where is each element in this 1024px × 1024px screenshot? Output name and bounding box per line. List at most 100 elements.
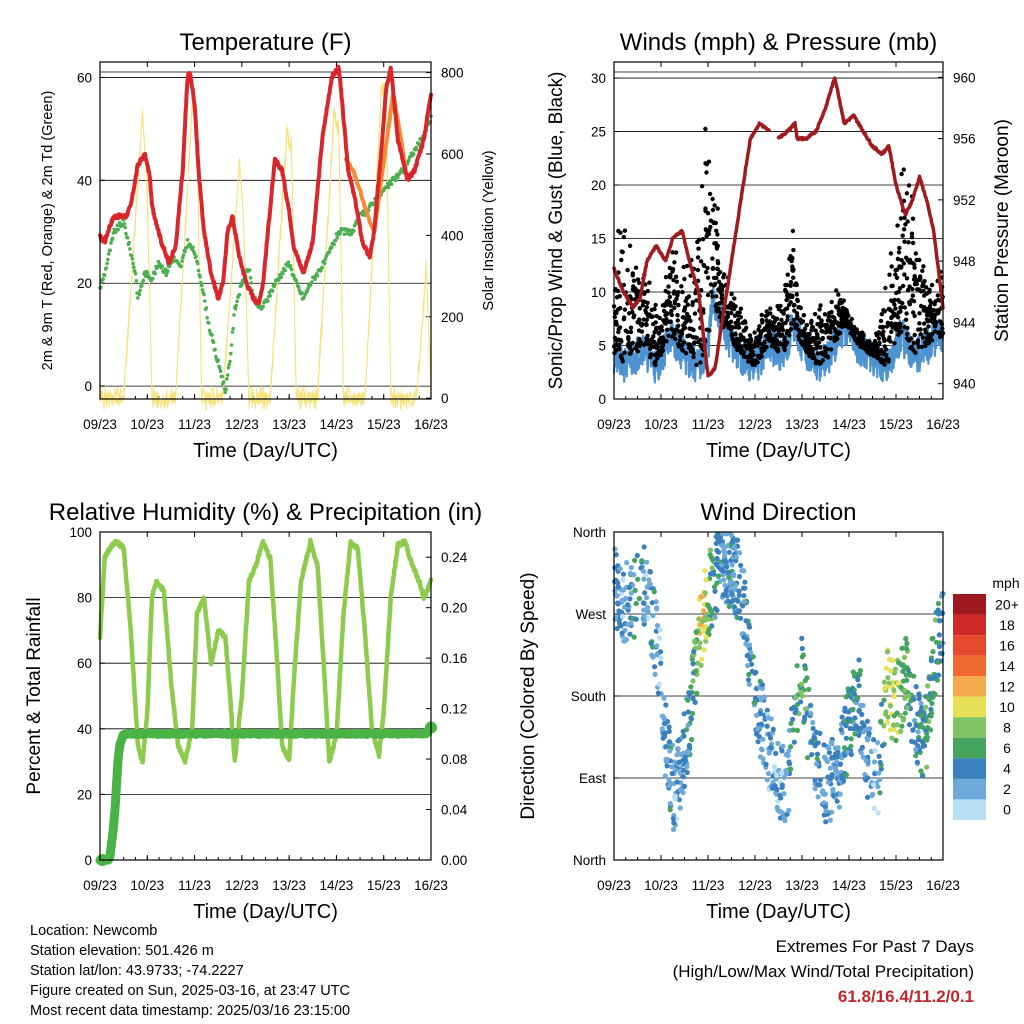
gust-point	[771, 320, 777, 325]
gust-point	[916, 327, 921, 332]
gust-point	[779, 342, 784, 347]
direction-point	[640, 568, 647, 574]
direction-point	[672, 793, 679, 800]
direction-point	[709, 623, 715, 629]
direction-point	[645, 604, 651, 610]
gust-point	[907, 260, 912, 265]
gust-point	[799, 340, 804, 345]
gust-point	[767, 334, 773, 339]
y-tick-label: South	[571, 689, 606, 704]
direction-point	[702, 617, 708, 623]
y-tick-label: 60	[77, 656, 92, 671]
dewpoint-series-point	[127, 240, 131, 245]
x-tick-label: 15/23	[879, 417, 913, 432]
dewpoint-series-point	[153, 271, 157, 276]
gust-point	[794, 322, 799, 327]
gust-point	[621, 234, 626, 240]
gust-point	[892, 297, 897, 303]
gust-point	[715, 266, 720, 272]
direction-point	[693, 629, 699, 635]
dewpoint-series-point	[108, 248, 112, 252]
direction-point	[746, 624, 753, 630]
gust-point	[856, 336, 861, 342]
dewpoint-series-point	[183, 249, 187, 254]
gust-point	[685, 302, 690, 307]
direction-point	[663, 744, 669, 750]
direction-point	[755, 726, 761, 732]
direction-point	[934, 677, 941, 683]
colorbar-label: 10	[999, 699, 1015, 715]
colorbar-label: 20+	[995, 596, 1019, 612]
direction-point	[711, 584, 718, 590]
direction-point	[906, 722, 913, 728]
direction-point	[625, 621, 631, 627]
direction-point	[703, 634, 709, 640]
dewpoint-series-point	[198, 275, 202, 279]
dewpoint-series-point	[411, 152, 416, 156]
direction-point	[682, 754, 688, 760]
gust-point	[817, 307, 822, 312]
gust-point	[896, 250, 902, 255]
dewpoint-series-point	[124, 231, 128, 236]
gust-point	[715, 206, 720, 211]
gust-point	[932, 312, 938, 317]
direction-point	[759, 682, 766, 688]
direction-point	[799, 693, 805, 699]
direction-point	[765, 770, 772, 777]
gust-point	[661, 308, 667, 314]
temperature-panel: Temperature (F) Time (Day/UTC) 2m & 9m T (…	[40, 29, 497, 462]
direction-point	[778, 770, 784, 776]
direction-point	[727, 580, 733, 586]
gust-point	[673, 274, 679, 279]
direction-point	[619, 630, 625, 636]
direction-point	[935, 600, 942, 607]
direction-point	[896, 660, 902, 666]
direction-point	[877, 777, 883, 783]
x-tick-label: 16/23	[414, 878, 448, 893]
gust-point	[787, 256, 792, 261]
gust-point	[690, 347, 695, 353]
gust-point	[630, 309, 635, 315]
gust-point	[733, 332, 738, 337]
gust-point	[920, 335, 926, 340]
direction-point	[771, 764, 778, 770]
direction-point	[729, 538, 736, 545]
direction-point	[702, 590, 708, 596]
direction-point	[757, 710, 764, 716]
direction-point	[791, 739, 797, 745]
direction-point	[646, 582, 652, 588]
direction-point	[741, 593, 747, 599]
direction-point	[734, 537, 741, 543]
direction-point	[742, 579, 748, 585]
direction-point	[875, 810, 881, 816]
gust-point	[746, 359, 751, 364]
x-tick-label: 16/23	[926, 878, 960, 893]
direction-point	[899, 645, 905, 651]
gust-point	[708, 224, 713, 230]
dewpoint-series-point	[224, 387, 228, 392]
gust-point	[890, 325, 895, 330]
direction-point	[671, 820, 677, 826]
direction-point	[649, 600, 655, 606]
dewpoint-series-point	[281, 271, 285, 276]
y-tick-label: 100	[69, 525, 92, 540]
dewpoint-series-point	[185, 238, 190, 242]
direction-point	[910, 727, 916, 733]
direction-point	[778, 795, 784, 801]
direction-point	[855, 727, 862, 733]
direction-point	[666, 783, 673, 789]
direction-ylabel-left: Direction (Colored By Speed)	[518, 572, 539, 819]
direction-point	[851, 726, 857, 732]
direction-point	[930, 690, 936, 696]
gust-point	[790, 228, 796, 234]
gust-point	[771, 328, 777, 333]
dewpoint-series-point	[249, 281, 254, 285]
direction-point	[939, 592, 945, 598]
direction-point	[681, 733, 687, 739]
dewpoint-series-point	[228, 359, 232, 364]
gust-point	[812, 311, 818, 317]
gust-point	[667, 294, 673, 300]
direction-point	[634, 552, 640, 559]
direction-point	[680, 790, 686, 796]
direction-point	[839, 714, 845, 720]
